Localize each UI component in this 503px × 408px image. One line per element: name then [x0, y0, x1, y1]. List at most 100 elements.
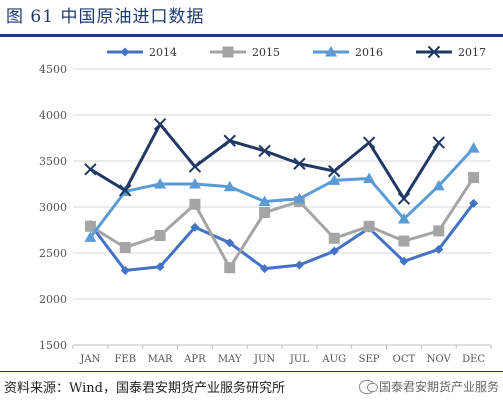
data-point-2017: [362, 136, 376, 149]
data-point-2017: [188, 160, 202, 173]
source-note: 资料来源：Wind，国泰君安期货产业服务研究所: [4, 381, 285, 396]
x-tick-label: SEP: [359, 354, 380, 365]
y-tick-label: 4000: [39, 109, 67, 122]
marker-stroke: [427, 45, 441, 59]
data-point-2016: [154, 178, 167, 189]
data-point-2014: [225, 238, 235, 248]
data-point-2014: [399, 256, 409, 266]
x-tick-label: MAY: [218, 354, 242, 365]
legend-label: 2015: [252, 46, 280, 59]
y-tick-label: 2500: [39, 247, 67, 260]
legend-marker: [325, 46, 337, 57]
data-point-2017: [84, 163, 97, 176]
marker-stroke: [223, 134, 236, 147]
data-point-2014: [155, 262, 165, 272]
marker-stroke: [84, 163, 97, 176]
y-tick-label: 4500: [39, 63, 67, 76]
x-tick-label: FEB: [114, 354, 136, 365]
data-point-2017: [432, 136, 445, 149]
data-point-2015: [468, 172, 480, 184]
marker-stroke: [258, 144, 271, 158]
series-line-2015: [89, 176, 475, 270]
data-point-2017: [258, 144, 271, 158]
x-tick-label: JAN: [79, 354, 100, 365]
axes: 1500 2000 2500 3000 3500 4000 4500 JAN FEB MAR APR…: [39, 63, 492, 365]
data-point-2016: [432, 179, 445, 191]
data-point-2015: [224, 262, 236, 274]
series-2017: [84, 117, 445, 205]
legend-marker: [120, 47, 130, 57]
data-point-2015: [119, 241, 131, 253]
legend-marker: [427, 45, 441, 59]
legend-item-2015: 2015: [210, 46, 280, 59]
marker-stroke: [293, 157, 306, 170]
data-point-2017: [293, 157, 306, 170]
source-divider: [0, 371, 503, 372]
data-point-2016: [223, 180, 236, 192]
data-point-2016: [467, 142, 480, 153]
data-point-2015: [433, 225, 445, 237]
data-point-2014: [120, 265, 130, 275]
line-chart: 1500 2000 2500 3000 3500 4000 4500 JAN FEB MAR APR…: [39, 45, 492, 365]
data-point-2016: [397, 212, 410, 224]
data-point-2015: [398, 235, 410, 247]
wechat-icon: [358, 379, 378, 394]
watermark: 国泰君安期货产业服务: [358, 378, 499, 395]
x-tick-label: JUL: [289, 354, 309, 365]
legend-label: 2016: [355, 46, 383, 59]
data-point-2015: [189, 198, 201, 210]
marker-stroke: [188, 160, 202, 173]
x-tick-label: JUN: [253, 354, 275, 365]
legend-item-2014: 2014: [107, 46, 177, 59]
figure-title: 图 61 中国原油进口数据: [6, 7, 205, 27]
data-point-2014: [260, 264, 270, 274]
data-point-2016: [188, 178, 201, 189]
data-point-2014: [294, 260, 304, 270]
series-line-2016: [89, 147, 475, 239]
data-point-2015: [259, 207, 271, 219]
data-point-2015: [154, 230, 166, 242]
legend-label: 2014: [149, 46, 177, 59]
x-tick-label: NOV: [427, 354, 452, 365]
data-point-2014: [329, 246, 339, 256]
data-point-2015: [84, 220, 96, 232]
series-line-2014: [89, 202, 475, 272]
legend-item-2016: 2016: [313, 46, 383, 59]
marker-stroke: [397, 192, 411, 205]
data-point-2014: [434, 244, 444, 254]
marker-stroke: [432, 136, 445, 149]
y-tick-label: 1500: [39, 339, 67, 352]
legend-item-2017: 2017: [416, 45, 486, 59]
data-point-2017: [223, 134, 236, 147]
data-point-2016: [363, 172, 376, 183]
y-tick-label: 3500: [39, 155, 67, 168]
data-point-2014: [469, 198, 479, 208]
data-point-2014: [190, 222, 200, 232]
data-point-2017: [328, 164, 341, 178]
x-tick-label: APR: [183, 354, 206, 365]
data-point-2016: [84, 231, 97, 242]
x-tick-label: MAR: [148, 354, 173, 365]
legend-label: 2017: [458, 46, 486, 59]
gridlines: [73, 68, 491, 300]
data-point-2017: [397, 192, 411, 205]
marker-stroke: [328, 164, 341, 178]
marker-stroke: [119, 184, 132, 197]
marker-stroke: [362, 136, 376, 149]
y-tick-label: 2000: [39, 293, 67, 306]
series-2015: [84, 172, 480, 274]
data-point-2016: [328, 174, 341, 185]
data-point-2015: [363, 220, 375, 232]
marker-stroke: [153, 117, 167, 131]
data-point-2017: [119, 184, 132, 197]
watermark-text: 国泰君安期货产业服务: [378, 380, 499, 394]
legend-marker: [222, 46, 234, 58]
data-point-2016: [258, 195, 271, 206]
legend: 2014 2015 2016 2017: [107, 45, 486, 59]
data-point-2017: [153, 117, 167, 131]
x-tick-label: OCT: [393, 354, 416, 365]
x-tick-label: DEC: [462, 354, 485, 365]
y-tick-label: 3000: [39, 201, 67, 214]
data-point-2016: [293, 192, 306, 204]
series-lines: [84, 117, 480, 275]
